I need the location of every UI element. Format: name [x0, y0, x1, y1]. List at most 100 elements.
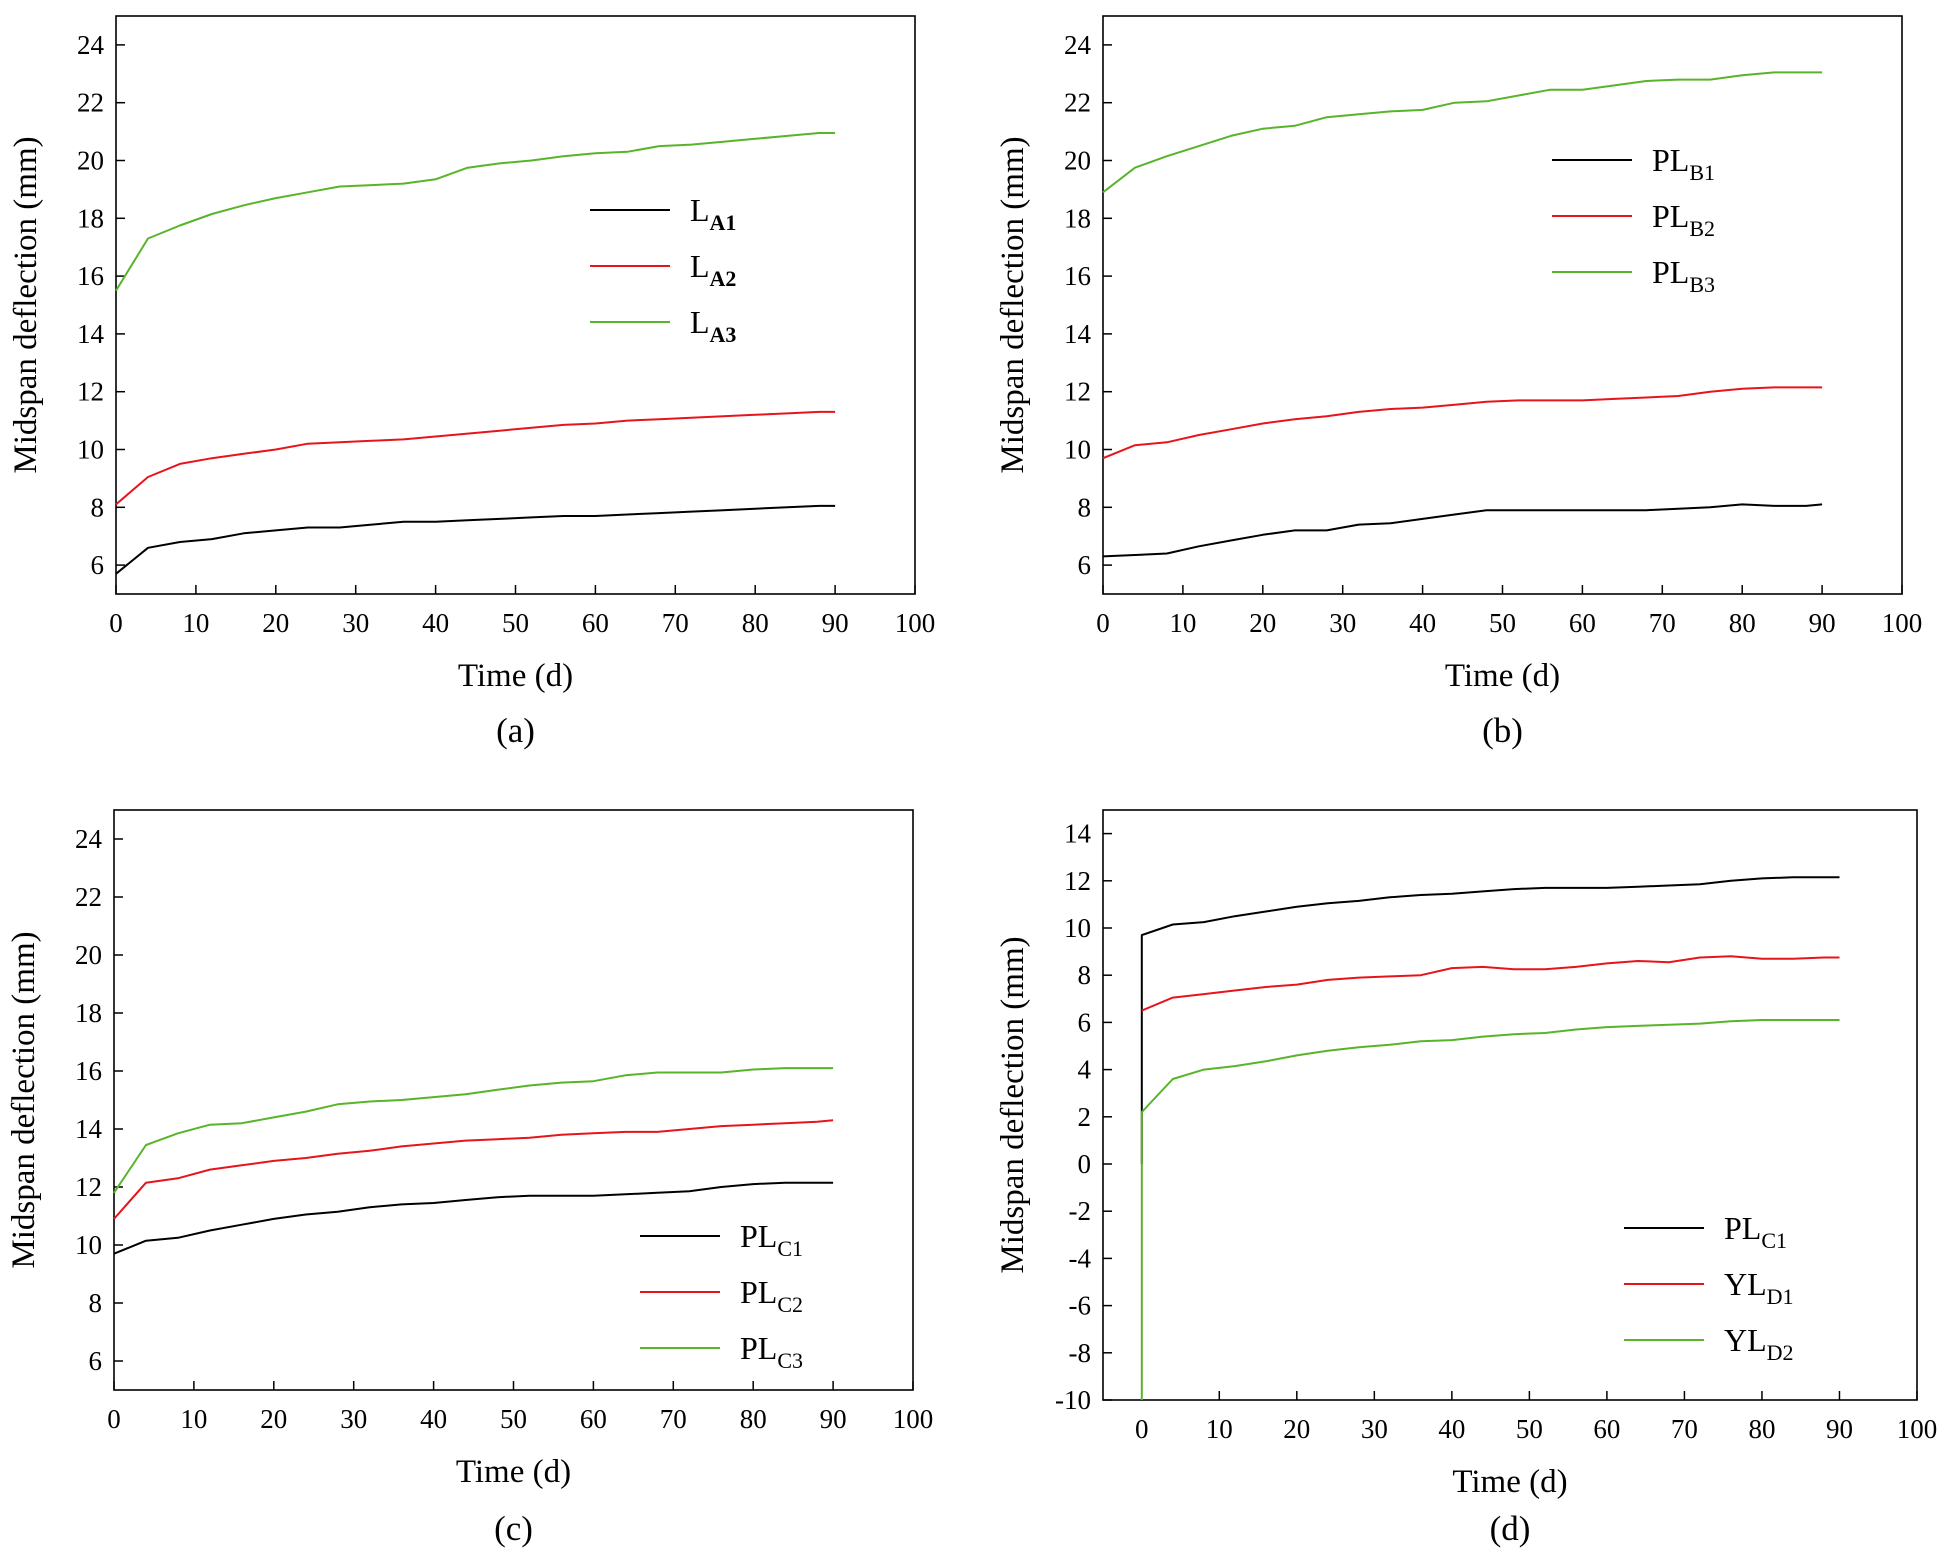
- x-tick-label: 40: [422, 608, 449, 638]
- x-tick-label: 70: [1671, 1414, 1698, 1444]
- legend-label-plc3: PLC3: [740, 1330, 803, 1373]
- x-tick-label: 60: [580, 1404, 607, 1434]
- legend-label-la2: LA2: [690, 248, 736, 291]
- series-line-la1: [115, 504, 836, 575]
- x-tick-label: 100: [893, 1404, 934, 1434]
- y-tick-label: 18: [75, 998, 102, 1028]
- x-tick-label: 70: [1649, 608, 1676, 638]
- y-tick-label: 6: [1078, 550, 1092, 580]
- plot-frame: [1102, 809, 1918, 1401]
- y-tick-label: 12: [77, 377, 104, 407]
- y-tick-label: 16: [1064, 261, 1091, 291]
- x-tick-label: 0: [109, 608, 123, 638]
- x-tick-label: 70: [660, 1404, 687, 1434]
- x-tick-label: 50: [502, 608, 529, 638]
- series-line-yld2: [1140, 1019, 1840, 1400]
- y-tick-label: 18: [1064, 203, 1091, 233]
- x-tick-label: 20: [262, 608, 289, 638]
- legend-label-plc2: PLC2: [740, 1274, 803, 1317]
- chart-panel-c: 0 10 20 30 40 50 60 70 80 90 100 6 8 10 12 14 16 18 20 22 24…: [6, 809, 934, 1548]
- legend-label-la1: LA1: [690, 192, 736, 235]
- y-tick-label: 20: [1064, 146, 1091, 176]
- y-tick-label: 18: [77, 203, 104, 233]
- x-tick-label: 0: [1096, 608, 1110, 638]
- y-tick-label: 16: [77, 261, 104, 291]
- series-line-plb2: [1102, 386, 1823, 460]
- y-axis-title: Midspan deflection (mm): [6, 931, 42, 1268]
- x-tick-label: 100: [1897, 1414, 1938, 1444]
- y-tick-label: -10: [1055, 1385, 1091, 1415]
- x-tick-label: 30: [342, 608, 369, 638]
- legend-label-plc1: PLC1: [1724, 1210, 1787, 1253]
- y-tick-label: 0: [1078, 1149, 1092, 1179]
- y-tick-label: 12: [1064, 866, 1091, 896]
- x-tick-label: 90: [822, 608, 849, 638]
- series-line-plc1: [1140, 876, 1840, 1164]
- x-tick-label: 10: [180, 1404, 207, 1434]
- y-tick-label: 6: [89, 1346, 103, 1376]
- x-tick-label: 50: [1489, 608, 1516, 638]
- x-tick-label: 20: [1283, 1414, 1310, 1444]
- chart-panel-d: 0 10 20 30 40 50 60 70 80 90 100 -10 -8 -6 -4 -2 0 2 4 6 8 10…: [995, 809, 1938, 1548]
- x-tick-label: 40: [420, 1404, 447, 1434]
- y-tick-label: 24: [1064, 30, 1092, 60]
- y-tick-label: 4: [1078, 1055, 1092, 1085]
- y-tick-label: 22: [1064, 88, 1091, 118]
- x-tick-label: 80: [1729, 608, 1756, 638]
- y-axis-title: Midspan deflection (mm): [8, 136, 44, 473]
- x-tick-label: 20: [260, 1404, 287, 1434]
- y-axis-title: Midspan deflection (mm): [995, 936, 1031, 1273]
- y-tick-label: 20: [77, 146, 104, 176]
- legend-label-plb2: PLB2: [1652, 198, 1715, 241]
- x-tick-label: 10: [1206, 1414, 1233, 1444]
- series-line-la2: [115, 410, 836, 506]
- y-tick-label: 10: [77, 435, 104, 465]
- legend-label-la3: LA3: [690, 304, 736, 347]
- y-tick-label: 14: [1064, 819, 1092, 849]
- x-tick-label: 100: [1882, 608, 1923, 638]
- x-tick-label: 30: [1361, 1414, 1388, 1444]
- x-tick-label: 30: [1329, 608, 1356, 638]
- legend-label-plb1: PLB1: [1652, 142, 1715, 185]
- y-tick-label: 10: [1064, 435, 1091, 465]
- x-tick-label: 0: [1135, 1414, 1149, 1444]
- x-tick-label: 100: [895, 608, 936, 638]
- series-line-plc1: [113, 1181, 834, 1255]
- series-line-plc2: [113, 1119, 834, 1220]
- series-line-la3: [115, 132, 836, 292]
- x-tick-label: 90: [1826, 1414, 1853, 1444]
- y-tick-label: 14: [75, 1114, 103, 1144]
- x-tick-label: 60: [582, 608, 609, 638]
- x-axis-title: Time (d): [1452, 1464, 1567, 1500]
- legend-label-yld2: YLD2: [1724, 1322, 1794, 1365]
- x-axis-title: Time (d): [456, 1454, 571, 1490]
- y-tick-label: 16: [75, 1056, 102, 1086]
- y-tick-label: 8: [91, 492, 105, 522]
- y-axis-title: Midspan deflection (mm): [995, 136, 1031, 473]
- y-tick-label: 20: [75, 940, 102, 970]
- y-tick-label: 12: [75, 1172, 102, 1202]
- y-tick-label: 6: [1078, 1007, 1092, 1037]
- x-tick-label: 60: [1569, 608, 1596, 638]
- series-line-plb3: [1102, 71, 1823, 194]
- y-tick-label: 2: [1078, 1102, 1092, 1132]
- panel-caption: (c): [494, 1509, 533, 1548]
- y-tick-label: 14: [1064, 319, 1092, 349]
- y-tick-label: 8: [1078, 960, 1092, 990]
- series-line-yld1: [1141, 955, 1840, 1012]
- x-axis-title: Time (d): [458, 658, 573, 694]
- x-tick-label: 20: [1249, 608, 1276, 638]
- y-tick-label: 10: [75, 1230, 102, 1260]
- x-tick-label: 40: [1438, 1414, 1465, 1444]
- y-tick-label: -2: [1069, 1196, 1092, 1226]
- panel-caption: (b): [1482, 711, 1523, 750]
- panel-caption: (a): [496, 711, 535, 750]
- x-tick-label: 10: [182, 608, 209, 638]
- x-tick-label: 80: [740, 1404, 767, 1434]
- y-tick-label: 24: [77, 30, 105, 60]
- x-tick-label: 50: [1516, 1414, 1543, 1444]
- panel-caption: (d): [1490, 1509, 1531, 1548]
- x-tick-label: 50: [500, 1404, 527, 1434]
- x-tick-label: 90: [1809, 608, 1836, 638]
